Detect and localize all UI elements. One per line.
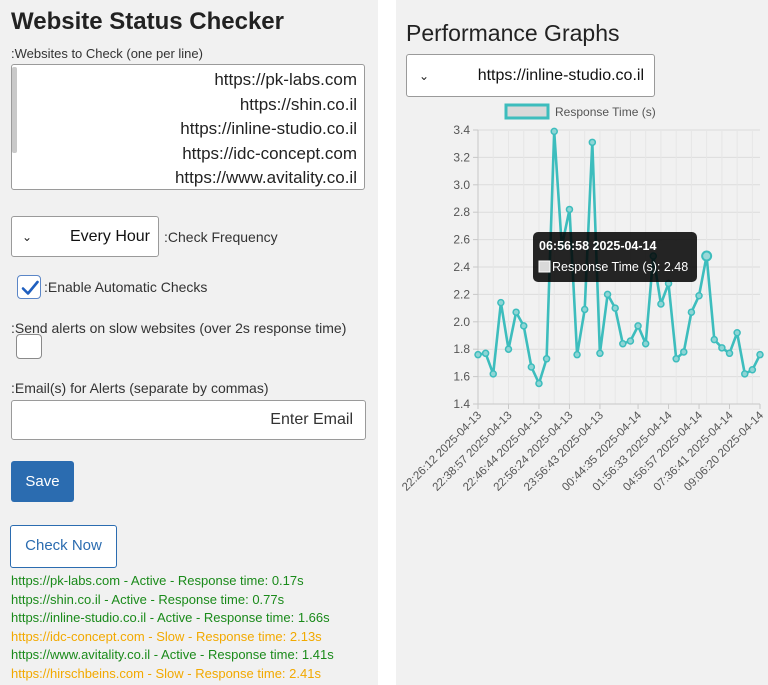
performance-title: Performance Graphs bbox=[406, 20, 620, 46]
y-tick-label: 3.0 bbox=[453, 178, 470, 192]
data-point bbox=[611, 304, 619, 312]
urls-label: :Websites to Check (one per line) bbox=[11, 46, 203, 61]
data-point bbox=[573, 350, 581, 359]
data-point bbox=[474, 350, 482, 359]
y-tick-label: 2.8 bbox=[453, 205, 470, 219]
data-point bbox=[550, 127, 558, 136]
data-point bbox=[565, 205, 574, 214]
data-point bbox=[725, 349, 734, 358]
data-point bbox=[512, 308, 520, 316]
textarea-scrollbar[interactable] bbox=[12, 67, 17, 153]
legend-label: Response Time (s) bbox=[555, 105, 656, 119]
result-line: https://pk-labs.com - Active - Response … bbox=[11, 573, 304, 588]
data-point bbox=[542, 355, 551, 363]
site-select[interactable]: ⌄ https://inline-studio.co.il bbox=[406, 54, 655, 97]
slow-alert-label: :Send alerts on slow websites (over 2s r… bbox=[11, 320, 347, 336]
data-point bbox=[695, 292, 703, 300]
legend-swatch bbox=[504, 103, 550, 120]
data-point bbox=[504, 345, 513, 353]
chevron-down-icon: ⌄ bbox=[419, 68, 430, 83]
data-point bbox=[741, 370, 749, 378]
data-point bbox=[588, 138, 597, 147]
url-line: https://shin.co.il bbox=[239, 94, 357, 114]
data-point bbox=[687, 308, 696, 316]
urls-textarea[interactable]: https://pk-labs.com https://shin.co.il htt… bbox=[11, 64, 365, 190]
data-point bbox=[519, 322, 528, 330]
data-point bbox=[481, 349, 490, 358]
save-button[interactable]: Save bbox=[11, 461, 74, 502]
website-status-checker-panel: Website Status Checker :Websites to Chec… bbox=[0, 0, 378, 685]
frequency-value: Every Hour bbox=[69, 227, 150, 245]
site-select-value: https://inline-studio.co.il bbox=[477, 66, 644, 84]
data-point bbox=[710, 335, 719, 344]
tooltip-label: Response Time (s): 2.48 bbox=[552, 260, 688, 274]
data-point bbox=[580, 305, 589, 314]
highlighted-point bbox=[701, 250, 713, 262]
data-point bbox=[603, 290, 612, 299]
result-line: https://www.avitality.co.il - Active - R… bbox=[11, 647, 334, 663]
email-label: :Email(s) for Alerts (separate by commas… bbox=[11, 380, 269, 396]
response-time-chart[interactable]: Response Time (s) 3.4 3.2 3.0 2.8 2.6 2.4 2.2 2.… bbox=[396, 102, 768, 522]
result-line: https://hirschbeins.com - Slow - Respons… bbox=[11, 666, 321, 681]
data-point bbox=[535, 379, 543, 388]
tooltip-title: 06:56:58 2025-04-14 bbox=[539, 239, 656, 253]
chart-svg[interactable]: Response Time (s) 3.4 3.2 3.0 2.8 2.6 2.4 2.2 2.… bbox=[396, 102, 768, 522]
data-point bbox=[497, 298, 505, 307]
email-input[interactable]: Enter Email bbox=[11, 400, 366, 440]
tooltip-box bbox=[533, 232, 697, 282]
data-point bbox=[619, 339, 627, 348]
frequency-label: :Check Frequency bbox=[164, 229, 278, 245]
chevron-down-icon: ⌄ bbox=[22, 229, 33, 244]
y-tick-label: 3.4 bbox=[453, 123, 470, 137]
data-point bbox=[641, 339, 650, 348]
result-line: https://shin.co.il - Active - Response t… bbox=[11, 591, 285, 607]
auto-checks-checkbox[interactable] bbox=[17, 275, 41, 299]
data-point bbox=[489, 370, 497, 378]
data-point bbox=[756, 350, 764, 359]
result-line: https://inline-studio.co.il - Active - R… bbox=[11, 610, 330, 626]
page-title: Website Status Checker bbox=[11, 8, 284, 35]
frequency-select[interactable]: ⌄ Every Hour bbox=[11, 216, 159, 257]
result-line: https://idc-concept.com - Slow - Respons… bbox=[11, 628, 322, 644]
data-point bbox=[672, 355, 680, 363]
y-tick-label: 2.6 bbox=[453, 233, 470, 247]
data-point bbox=[634, 322, 642, 330]
data-point bbox=[718, 344, 726, 352]
data-point bbox=[733, 329, 741, 337]
auto-checks-label: :Enable Automatic Checks bbox=[44, 279, 208, 295]
url-line: https://www.avitality.co.il bbox=[174, 168, 357, 187]
y-tick-label: 3.2 bbox=[453, 150, 470, 164]
checkmark-icon bbox=[21, 280, 39, 295]
performance-graphs-panel: Performance Graphs ⌄ https://inline-stud… bbox=[396, 0, 768, 685]
url-line: https://pk-labs.com bbox=[214, 70, 357, 89]
y-tick-label: 2.2 bbox=[453, 287, 470, 301]
y-tick-label: 1.4 bbox=[453, 397, 470, 411]
data-point bbox=[680, 348, 688, 356]
url-line: https://inline-studio.co.il bbox=[180, 119, 357, 138]
y-tick-label: 1.8 bbox=[453, 342, 470, 356]
check-now-button[interactable]: Check Now bbox=[10, 525, 117, 568]
data-point bbox=[748, 366, 757, 374]
url-line: https://idc-concept.com bbox=[182, 143, 357, 163]
data-point bbox=[596, 349, 604, 358]
slow-alert-checkbox[interactable] bbox=[16, 334, 42, 359]
y-tick-label: 2.0 bbox=[453, 315, 470, 329]
tooltip-swatch bbox=[538, 260, 551, 273]
data-point bbox=[657, 300, 665, 308]
series-line bbox=[477, 130, 762, 385]
data-point bbox=[626, 337, 635, 345]
data-point bbox=[527, 363, 536, 371]
y-tick-label: 1.6 bbox=[453, 370, 470, 384]
y-tick-label: 2.4 bbox=[453, 260, 470, 274]
